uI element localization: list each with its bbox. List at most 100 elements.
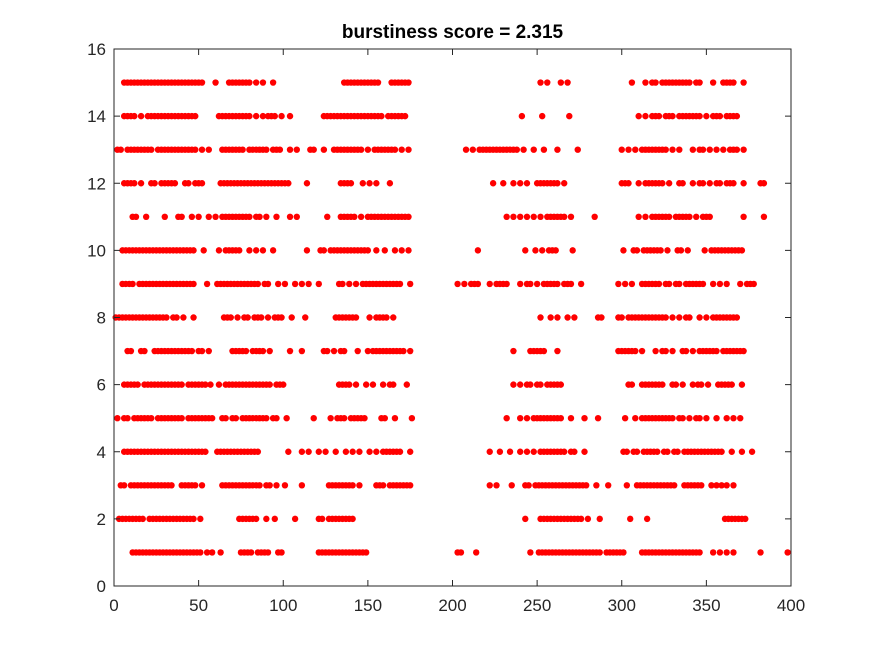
data-point [263, 146, 270, 153]
data-point [398, 146, 405, 153]
data-point [293, 213, 300, 221]
data-point [293, 146, 300, 153]
data-point [364, 347, 372, 355]
data-point [252, 515, 260, 523]
data-point [632, 414, 639, 422]
data-point [148, 414, 155, 422]
data-point [346, 280, 353, 288]
data-point [522, 515, 529, 523]
data-point [720, 146, 727, 153]
data-point [202, 381, 209, 388]
data-point [716, 112, 724, 120]
data-point [723, 414, 730, 422]
data-point [713, 347, 720, 355]
data-point [252, 247, 260, 254]
data-point [205, 213, 212, 221]
data-point [635, 213, 642, 221]
data-point [381, 247, 388, 254]
data-point [342, 448, 350, 455]
data-point [706, 213, 713, 221]
data-point [469, 146, 477, 153]
data-point [408, 414, 416, 422]
data-point [264, 280, 272, 288]
data-point [544, 79, 551, 86]
data-point [581, 414, 588, 422]
data-point [406, 280, 414, 288]
data-point [190, 280, 197, 288]
data-point [643, 515, 651, 523]
data-point [131, 180, 138, 187]
data-point [657, 247, 664, 254]
data-point [256, 213, 263, 221]
data-point [285, 448, 292, 455]
data-point [454, 280, 461, 288]
data-point [362, 381, 370, 388]
data-point [581, 448, 588, 455]
data-point [352, 381, 360, 388]
data-point [236, 247, 243, 254]
data-point [131, 112, 138, 120]
data-point [706, 180, 713, 187]
data-point [197, 515, 204, 523]
data-point [486, 482, 493, 489]
data-point [686, 314, 693, 321]
data-point [264, 314, 272, 321]
data-point [503, 414, 510, 422]
data-point [699, 180, 707, 187]
data-point [198, 347, 206, 355]
data-point [192, 112, 199, 120]
data-point [728, 448, 735, 455]
data-point [198, 79, 206, 86]
data-point [503, 213, 510, 221]
data-point [696, 314, 703, 321]
data-point [523, 414, 531, 422]
data-point [500, 180, 507, 187]
data-point [462, 146, 470, 153]
data-point [198, 180, 206, 187]
data-point [686, 213, 693, 221]
data-point [259, 347, 267, 355]
data-point [530, 213, 537, 221]
data-point [278, 549, 285, 556]
data-point [605, 482, 612, 489]
data-point [364, 146, 372, 153]
data-point [246, 112, 253, 120]
data-point [263, 414, 270, 422]
data-point [190, 314, 197, 321]
data-point [472, 549, 480, 556]
data-point [523, 213, 531, 221]
data-point [737, 414, 744, 422]
data-point [305, 280, 312, 288]
data-point [738, 381, 746, 388]
data-point [662, 146, 669, 153]
data-point [142, 213, 150, 221]
data-point [635, 112, 642, 120]
data-point [383, 314, 390, 321]
data-point [324, 347, 331, 355]
data-point [540, 347, 548, 355]
data-point [571, 448, 578, 455]
y-tick-label: 2 [97, 510, 106, 529]
data-point [635, 180, 642, 187]
data-point [686, 414, 693, 422]
data-point [274, 280, 282, 288]
data-point [178, 414, 185, 422]
data-point [552, 247, 559, 254]
data-point [197, 549, 204, 556]
data-point [178, 213, 185, 221]
data-point [689, 381, 697, 388]
data-point [571, 314, 578, 321]
data-point [523, 448, 531, 455]
data-point [291, 280, 299, 288]
data-point [738, 247, 746, 254]
data-point [698, 381, 705, 388]
data-point [740, 180, 747, 187]
data-point [696, 79, 703, 86]
data-point [596, 515, 603, 523]
data-point [381, 414, 388, 422]
data-point [134, 381, 141, 388]
data-point [682, 347, 690, 355]
data-point [696, 549, 703, 556]
data-point [615, 280, 622, 288]
data-point [390, 314, 397, 321]
